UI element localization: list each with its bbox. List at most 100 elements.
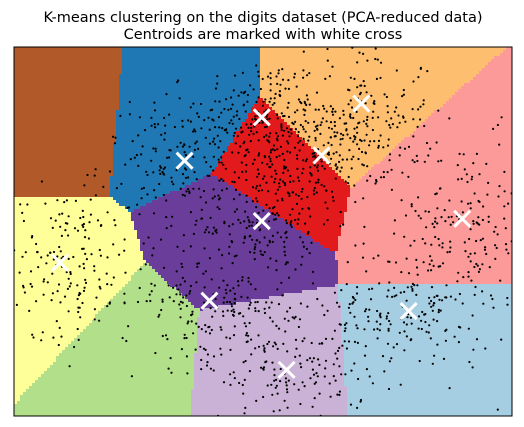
data-point (63, 295, 67, 298)
data-point (368, 144, 371, 147)
data-point (160, 308, 163, 312)
data-point (366, 125, 369, 128)
data-point (331, 113, 335, 116)
data-point (482, 302, 485, 305)
data-point (279, 367, 282, 371)
data-point (432, 264, 435, 267)
data-point (420, 319, 423, 322)
data-point (379, 312, 382, 315)
data-point (230, 302, 233, 306)
data-point (468, 237, 471, 241)
data-point (213, 137, 216, 140)
data-point (258, 152, 261, 155)
data-point (433, 354, 436, 357)
centroid-cross-8 (200, 291, 219, 310)
data-point (349, 137, 352, 140)
data-point (376, 309, 379, 313)
data-point (276, 188, 279, 191)
data-point (342, 109, 345, 112)
data-point (369, 140, 372, 143)
data-point (145, 300, 148, 303)
data-point (257, 70, 260, 73)
data-point (181, 193, 184, 196)
data-point (202, 272, 205, 275)
data-point (256, 200, 259, 203)
data-point (251, 162, 255, 165)
data-point (322, 223, 326, 226)
data-point (293, 111, 297, 114)
data-point (232, 134, 235, 137)
data-point (255, 197, 258, 200)
data-point (251, 221, 254, 224)
data-point (280, 129, 283, 132)
data-point (429, 255, 432, 258)
data-point (83, 184, 86, 187)
data-point (358, 147, 361, 150)
data-point (344, 327, 347, 330)
data-point (254, 243, 257, 246)
data-point (164, 334, 168, 337)
data-point (505, 248, 508, 251)
data-point (349, 76, 352, 79)
data-point (67, 215, 70, 218)
data-point (83, 236, 87, 239)
data-point (415, 266, 419, 269)
data-point (288, 135, 291, 138)
data-point (314, 108, 317, 111)
data-point (157, 123, 160, 126)
data-point (481, 290, 484, 293)
data-point (209, 307, 212, 310)
data-point (57, 283, 61, 286)
data-point (161, 171, 164, 174)
data-point (275, 172, 278, 175)
data-point (427, 154, 430, 157)
data-point (267, 220, 270, 223)
data-point (289, 151, 292, 154)
data-point (388, 123, 391, 127)
data-point (507, 202, 510, 205)
data-point (29, 270, 33, 273)
data-point (265, 115, 268, 118)
data-point (345, 283, 348, 286)
data-point (498, 143, 501, 146)
data-point (259, 87, 262, 91)
data-point (375, 178, 378, 182)
data-point (305, 103, 308, 107)
data-point (311, 405, 314, 408)
data-point (463, 168, 466, 171)
data-point (279, 145, 282, 148)
data-point (269, 157, 272, 160)
data-point (76, 297, 79, 301)
data-point (306, 305, 309, 308)
data-point (329, 136, 332, 139)
data-point (150, 282, 153, 285)
data-point (437, 109, 440, 112)
data-point (416, 284, 419, 287)
data-point (390, 168, 393, 171)
data-point (207, 326, 210, 329)
data-point (151, 254, 154, 257)
data-point (205, 161, 208, 164)
data-point (161, 300, 164, 303)
data-point (353, 77, 356, 80)
data-point (313, 154, 316, 157)
data-point (297, 98, 300, 101)
data-point (233, 377, 236, 380)
data-point (373, 140, 376, 143)
data-point (161, 298, 164, 301)
data-point (287, 115, 291, 118)
data-point (146, 193, 149, 196)
data-point (305, 94, 308, 97)
data-point (399, 383, 402, 386)
data-point (434, 217, 437, 220)
data-point (382, 146, 385, 149)
data-point (478, 173, 481, 176)
data-point (197, 147, 200, 150)
data-point (64, 229, 67, 232)
data-point (206, 361, 209, 364)
data-point (503, 205, 506, 208)
data-point (66, 287, 69, 290)
data-point (340, 166, 343, 169)
data-point (220, 161, 223, 164)
data-point (313, 397, 316, 400)
